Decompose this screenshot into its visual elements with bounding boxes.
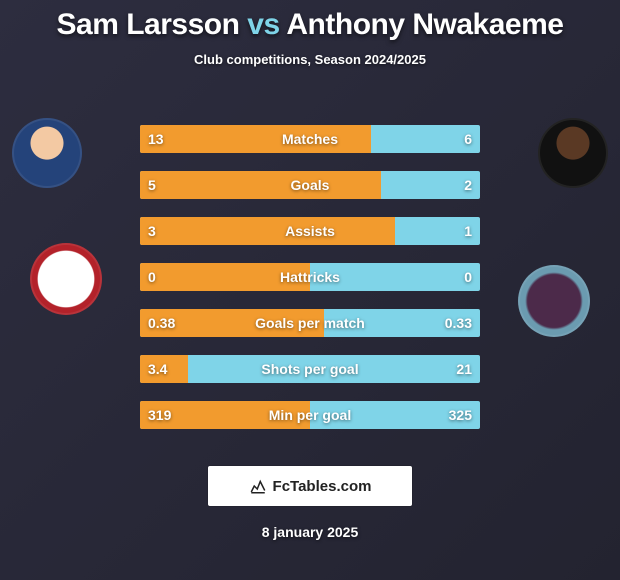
chart-icon: [249, 477, 267, 495]
stat-row: Goals5 2: [140, 171, 480, 199]
source-badge: FcTables.com: [208, 466, 412, 506]
stat-row: Matches13 6: [140, 125, 480, 153]
stat-label: Assists: [140, 217, 480, 245]
stat-row: Shots per goal3.4 21: [140, 355, 480, 383]
player2-avatar: [538, 118, 608, 188]
stat-row: Goals per match0.38 0.33: [140, 309, 480, 337]
stat-value-right: 0: [456, 263, 480, 291]
stat-value-left: 3: [140, 217, 164, 245]
stat-value-right: 21: [448, 355, 480, 383]
stat-bars: Matches13 6 Goals5 2 Assists3 1 Hattricks0 0 Goa…: [140, 125, 480, 447]
subtitle: Club competitions, Season 2024/2025: [0, 52, 620, 67]
stat-value-right: 2: [456, 171, 480, 199]
stat-label: Matches: [140, 125, 480, 153]
club1-crest: [30, 243, 102, 315]
stat-value-left: 0.38: [140, 309, 183, 337]
stat-label: Goals: [140, 171, 480, 199]
vs-label: vs: [247, 8, 279, 41]
stat-label: Hattricks: [140, 263, 480, 291]
comparison-card: Sam Larsson vs Anthony Nwakaeme Club com…: [0, 0, 620, 580]
stat-value-left: 3.4: [140, 355, 175, 383]
stat-row: Hattricks0 0: [140, 263, 480, 291]
stat-row: Min per goal319 325: [140, 401, 480, 429]
stat-value-right: 0.33: [437, 309, 480, 337]
stat-value-left: 319: [140, 401, 179, 429]
player1-avatar: [12, 118, 82, 188]
stat-label: Goals per match: [140, 309, 480, 337]
stat-label: Shots per goal: [140, 355, 480, 383]
stat-value-left: 0: [140, 263, 164, 291]
stat-value-left: 5: [140, 171, 164, 199]
stat-row: Assists3 1: [140, 217, 480, 245]
stat-label: Min per goal: [140, 401, 480, 429]
stat-value-left: 13: [140, 125, 172, 153]
stat-value-right: 1: [456, 217, 480, 245]
stat-value-right: 325: [441, 401, 480, 429]
date-label: 8 january 2025: [0, 524, 620, 540]
page-title: Sam Larsson vs Anthony Nwakaeme: [0, 8, 620, 42]
club2-crest: [518, 265, 590, 337]
player2-name: Anthony Nwakaeme: [286, 8, 563, 41]
badge-text: FcTables.com: [273, 478, 372, 495]
stat-value-right: 6: [456, 125, 480, 153]
player1-name: Sam Larsson: [57, 8, 240, 41]
